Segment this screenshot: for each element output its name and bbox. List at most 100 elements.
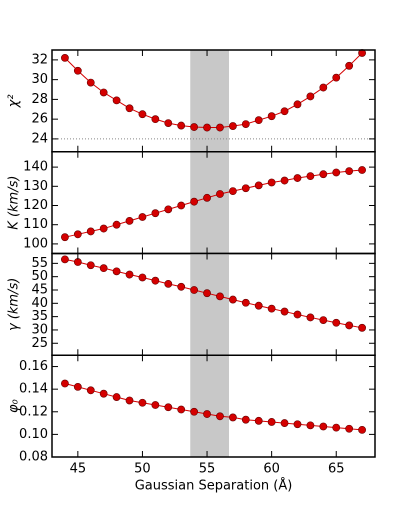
y-axis-label: φ₀ <box>7 398 22 413</box>
point <box>86 386 95 395</box>
point <box>345 424 354 433</box>
point <box>254 301 263 310</box>
point <box>151 209 160 218</box>
y-tick-label: 40 <box>31 296 48 311</box>
y-tick-label: 0.12 <box>19 404 48 419</box>
point <box>112 96 121 105</box>
y-tick-label: 50 <box>31 269 48 284</box>
y-tick-label: 140 <box>23 160 48 175</box>
point <box>254 416 263 425</box>
point <box>61 379 69 388</box>
point <box>358 323 366 332</box>
point <box>125 396 134 405</box>
point <box>190 197 199 206</box>
point <box>332 73 341 82</box>
y-tick-label: 0.08 <box>19 450 48 465</box>
point <box>267 304 276 313</box>
point <box>73 258 82 266</box>
point <box>332 423 341 432</box>
point <box>112 393 121 401</box>
point <box>358 425 366 434</box>
y-tick-label: 130 <box>23 179 48 194</box>
point <box>267 418 276 426</box>
x-tick-label: 55 <box>199 462 216 477</box>
point <box>332 168 341 177</box>
point <box>125 104 134 113</box>
point <box>164 403 173 412</box>
y-tick-label: 0.16 <box>19 359 48 374</box>
y-axis-label: K (km/s) <box>7 176 22 230</box>
highlight-band <box>190 50 230 152</box>
point <box>216 292 224 301</box>
x-axis-label: Gaussian Separation (Å) <box>135 478 293 494</box>
point <box>293 310 302 319</box>
point <box>203 193 211 202</box>
point <box>241 120 250 128</box>
y-tick-label: 24 <box>31 131 48 146</box>
point <box>293 100 302 109</box>
point <box>332 318 341 327</box>
point <box>228 413 237 422</box>
point <box>203 289 211 298</box>
point <box>112 267 121 276</box>
point <box>99 224 108 233</box>
highlight-band <box>190 253 230 356</box>
point <box>306 92 315 101</box>
x-tick-label: 60 <box>263 462 280 477</box>
y-tick-label: 45 <box>31 282 48 297</box>
point <box>345 61 354 70</box>
y-axis-label: γ (km/s) <box>7 278 22 331</box>
point <box>293 174 302 182</box>
y-tick-label: 0.14 <box>19 382 48 397</box>
point <box>138 213 147 221</box>
point <box>203 410 211 418</box>
point <box>293 420 302 429</box>
point <box>138 398 147 407</box>
point <box>164 205 173 214</box>
point <box>267 178 276 187</box>
x-tick-label: 65 <box>328 462 345 477</box>
y-tick-label: 28 <box>31 92 48 107</box>
point <box>203 123 211 132</box>
point <box>138 110 147 119</box>
highlight-band <box>190 355 230 457</box>
point <box>86 227 95 236</box>
point <box>151 401 160 409</box>
y-tick-label: 120 <box>23 198 48 213</box>
point <box>358 166 366 174</box>
point <box>86 261 95 270</box>
point <box>164 279 173 288</box>
y-axis-label: χ² <box>7 94 22 108</box>
point <box>177 405 186 414</box>
point <box>267 112 276 121</box>
panel-frame <box>51 354 376 458</box>
point <box>73 66 82 75</box>
point <box>306 313 315 322</box>
point <box>254 116 263 125</box>
y-tick-label: 0.10 <box>19 427 48 442</box>
point <box>73 230 82 239</box>
y-tick-label: 32 <box>31 52 48 67</box>
point <box>254 181 263 190</box>
point <box>99 264 108 273</box>
point <box>190 407 199 416</box>
point <box>61 233 69 242</box>
point <box>241 415 250 424</box>
point <box>306 421 315 430</box>
point <box>319 83 328 92</box>
y-tick-label: 30 <box>31 322 48 337</box>
point <box>241 298 250 307</box>
point <box>306 172 315 181</box>
point <box>164 119 173 128</box>
point <box>228 295 237 304</box>
point <box>190 123 199 131</box>
point <box>241 184 250 193</box>
point <box>177 121 186 130</box>
y-tick-label: 25 <box>31 336 48 351</box>
point <box>125 270 134 279</box>
point <box>112 220 121 229</box>
x-tick-label: 45 <box>70 462 87 477</box>
point <box>138 273 147 282</box>
point <box>228 187 237 196</box>
y-tick-label: 55 <box>31 256 48 271</box>
